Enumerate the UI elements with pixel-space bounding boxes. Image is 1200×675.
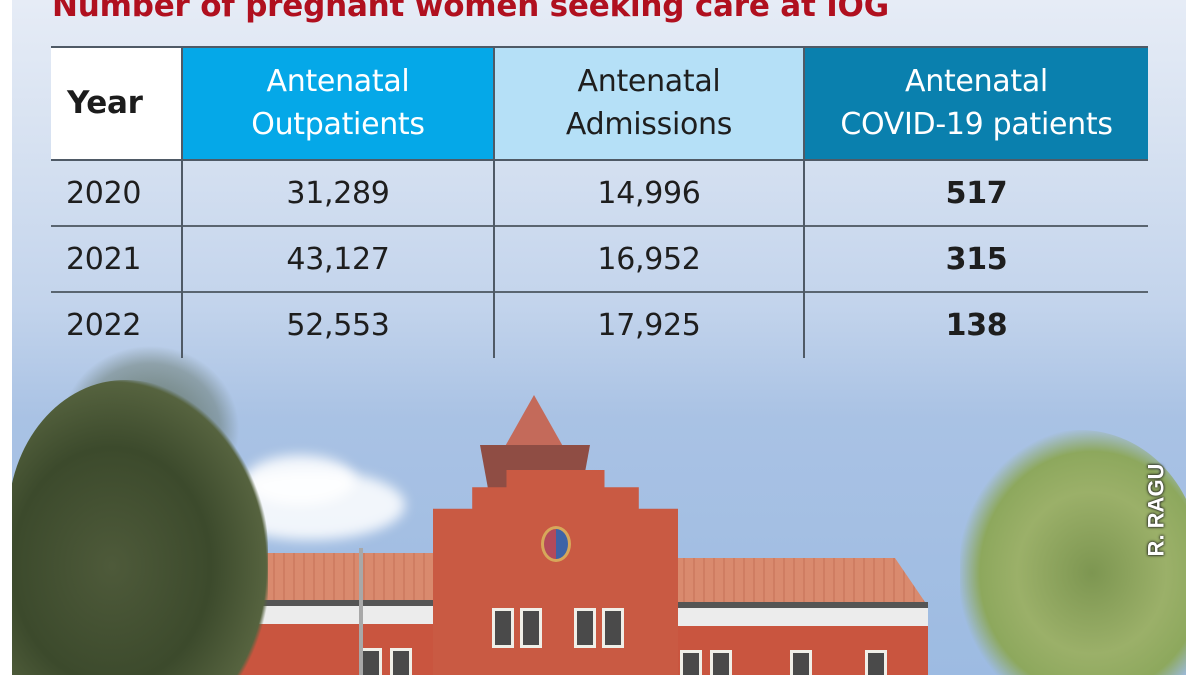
table-row: 2022 52,553 17,925 138 xyxy=(51,292,1148,358)
header-year-label: Year xyxy=(67,85,143,122)
central-gable xyxy=(433,470,678,675)
window xyxy=(520,608,542,648)
header-admissions-line1: Antenatal xyxy=(577,63,721,99)
header-admissions-line2: Admissions xyxy=(565,106,733,142)
table-header-row: Year Antenatal Outpatients Antenatal Adm… xyxy=(51,47,1148,160)
header-outpatients: Antenatal Outpatients xyxy=(181,47,494,160)
window xyxy=(680,650,702,675)
photo-credit: R. RAGU xyxy=(1136,440,1176,580)
cell-outpatients: 43,127 xyxy=(181,226,494,292)
window xyxy=(865,650,887,675)
cell-year: 2022 xyxy=(66,308,142,343)
window xyxy=(492,608,514,648)
header-covid-line1: Antenatal xyxy=(905,63,1048,99)
tower-spire xyxy=(503,395,565,450)
cloud xyxy=(245,455,355,505)
cornice-right xyxy=(668,602,928,626)
header-covid: Antenatal COVID-19 patients xyxy=(803,47,1148,160)
tree-left xyxy=(8,380,268,675)
table-row: 2021 43,127 16,952 315 xyxy=(51,226,1148,292)
cell-outpatients: 52,553 xyxy=(181,292,494,358)
header-outpatients-line1: Antenatal xyxy=(266,63,410,99)
cell-admissions: 17,925 xyxy=(493,292,804,358)
window xyxy=(790,650,812,675)
cell-admissions: 14,996 xyxy=(493,160,804,226)
header-admissions: Antenatal Admissions xyxy=(493,47,804,160)
round-window xyxy=(541,526,571,562)
right-margin-strip xyxy=(1186,0,1200,675)
window xyxy=(710,650,732,675)
tree-right xyxy=(960,430,1200,675)
cell-covid: 138 xyxy=(803,292,1148,358)
data-table: Year Antenatal Outpatients Antenatal Adm… xyxy=(51,46,1148,358)
cell-admissions: 16,952 xyxy=(493,226,804,292)
header-year: Year xyxy=(51,47,182,160)
left-margin-strip xyxy=(0,0,12,675)
window xyxy=(360,648,382,675)
header-covid-line2: COVID-19 patients xyxy=(840,106,1113,142)
header-outpatients-line2: Outpatients xyxy=(251,106,425,142)
infographic-title: Number of pregnant women seeking care at… xyxy=(52,0,889,24)
cell-outpatients: 31,289 xyxy=(181,160,494,226)
cell-year: 2020 xyxy=(66,175,142,211)
cell-covid: 315 xyxy=(803,226,1148,292)
table-row: 2020 31,289 14,996 517 xyxy=(51,160,1148,226)
cell-year: 2021 xyxy=(66,241,142,277)
flag-pole xyxy=(359,548,363,675)
cell-covid: 517 xyxy=(803,160,1148,226)
window xyxy=(602,608,624,648)
window xyxy=(390,648,412,675)
roof-right xyxy=(675,558,925,602)
antenatal-table: Year Antenatal Outpatients Antenatal Adm… xyxy=(51,46,1148,358)
window xyxy=(574,608,596,648)
photo-credit-text: R. RAGU xyxy=(1143,463,1169,557)
